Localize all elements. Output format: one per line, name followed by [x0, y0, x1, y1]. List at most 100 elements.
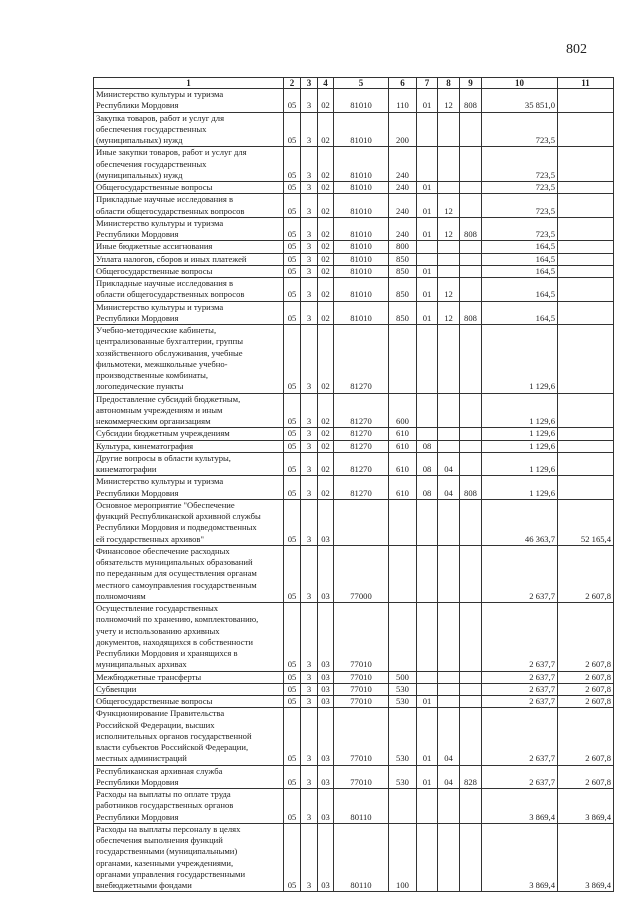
cell: 1 129,6: [481, 427, 558, 441]
table-row: Прикладные научные исследования в област…: [93, 193, 614, 218]
table-row: Общегосударственные вопросы 05 3 02 81010 850…: [93, 264, 614, 279]
cell: [416, 111, 438, 148]
cell: 3: [300, 439, 318, 453]
row-label: Республиканская архивная служба Республи…: [93, 764, 284, 789]
table-row: Межбюджетные трансферты 05 3 03 77010 500 2 63…: [93, 670, 614, 684]
cell: 05: [283, 427, 301, 441]
cell: 02: [317, 277, 334, 302]
cell: 03: [317, 764, 334, 789]
cell: 05: [283, 498, 301, 546]
cell: [437, 602, 460, 672]
cell: 850: [388, 252, 417, 266]
cell: [557, 193, 614, 218]
table-row: Иные бюджетные ассигнования 05 3 02 81010 800…: [93, 240, 614, 254]
cell: 81010: [333, 216, 389, 242]
row-label: Общегосударственные вопросы: [93, 694, 284, 709]
cell: [557, 252, 614, 266]
cell: 77010: [333, 694, 389, 709]
column-header: 4: [317, 77, 334, 89]
cell: 05: [283, 240, 301, 254]
cell: 3: [300, 277, 318, 302]
column-header: 5: [333, 77, 389, 89]
cell: 2 607,8: [557, 682, 614, 697]
cell: 02: [317, 324, 334, 394]
cell: 240: [388, 193, 417, 218]
cell: [459, 277, 482, 302]
column-header: 8: [437, 77, 460, 89]
cell: 02: [317, 392, 334, 429]
cell: 05: [283, 544, 301, 604]
cell: 808: [459, 475, 482, 500]
cell: 77010: [333, 670, 389, 684]
row-label: Основное мероприятие "Обеспечение функци…: [93, 498, 284, 546]
cell: 164,5: [481, 277, 558, 302]
cell: 164,5: [481, 264, 558, 279]
table-row: Субвенции 05 3 03 77010 530 2 637,7 2 607,8: [93, 682, 614, 697]
table-row: Финансовое обеспечение расходных обязате…: [93, 544, 614, 604]
cell: 1 129,6: [481, 324, 558, 394]
cell: 12: [437, 277, 460, 302]
cell: 3 869,4: [481, 788, 558, 824]
cell: 164,5: [481, 252, 558, 266]
cell: 2 637,7: [481, 602, 558, 672]
cell: 77010: [333, 682, 389, 697]
cell: 2 607,8: [557, 707, 614, 766]
cell: 12: [437, 300, 460, 325]
cell: 04: [437, 451, 460, 477]
table-row: Республиканская архивная служба Республи…: [93, 764, 614, 789]
cell: 500: [388, 670, 417, 684]
cell: 100: [388, 822, 417, 893]
cell: [459, 707, 482, 766]
cell: 3 869,4: [557, 822, 614, 893]
cell: 02: [317, 216, 334, 242]
cell: 3: [300, 475, 318, 500]
row-label: Культура, кинематография: [93, 439, 284, 453]
cell: 81010: [333, 300, 389, 325]
cell: 05: [283, 475, 301, 500]
cell: 05: [283, 788, 301, 824]
cell: [416, 146, 438, 182]
cell: [388, 602, 417, 672]
cell: [459, 324, 482, 394]
column-header: 3: [300, 77, 318, 89]
cell: 03: [317, 544, 334, 604]
cell: 81010: [333, 193, 389, 218]
cell: 164,5: [481, 240, 558, 254]
cell: 723,5: [481, 146, 558, 182]
cell: 800: [388, 240, 417, 254]
cell: 81010: [333, 111, 389, 148]
cell: 02: [317, 180, 334, 195]
cell: 3: [300, 682, 318, 697]
cell: 05: [283, 252, 301, 266]
cell: [437, 694, 460, 709]
cell: 05: [283, 707, 301, 766]
cell: 01: [416, 216, 438, 242]
table-row: Осуществление государственных полномочий…: [93, 602, 614, 672]
column-header: 10: [481, 77, 558, 89]
cell: 01: [416, 300, 438, 325]
cell: 808: [459, 216, 482, 242]
cell: 05: [283, 392, 301, 429]
cell: [459, 193, 482, 218]
table-row: Общегосударственные вопросы 05 3 03 77010 530…: [93, 694, 614, 709]
cell: 02: [317, 88, 334, 113]
cell: 610: [388, 439, 417, 453]
cell: 03: [317, 602, 334, 672]
cell: 80110: [333, 822, 389, 893]
cell: 02: [317, 475, 334, 500]
cell: 05: [283, 264, 301, 279]
cell: 81010: [333, 277, 389, 302]
cell: [437, 670, 460, 684]
cell: 03: [317, 707, 334, 766]
cell: [459, 240, 482, 254]
cell: [388, 788, 417, 824]
cell: 05: [283, 180, 301, 195]
cell: 80110: [333, 788, 389, 824]
cell: 08: [416, 451, 438, 477]
cell: 3 869,4: [481, 822, 558, 893]
cell: 12: [437, 193, 460, 218]
cell: 81010: [333, 180, 389, 195]
cell: 05: [283, 300, 301, 325]
cell: [416, 544, 438, 604]
cell: 3: [300, 498, 318, 546]
